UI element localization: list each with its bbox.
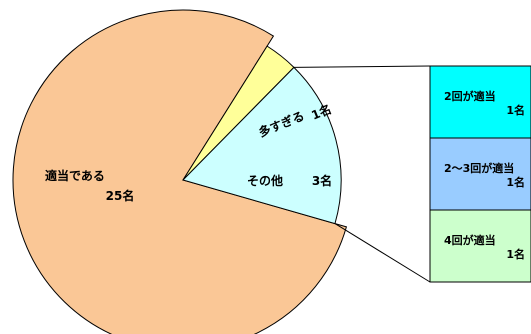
breakdown-4-times — [429, 209, 531, 283]
slice-other — [182, 66, 342, 225]
connector-lines — [293, 65, 431, 283]
label-other: その他 — [247, 173, 283, 188]
value-other: 3名 — [312, 173, 332, 188]
breakdown-2-3-times-label: 2～3回が適当 — [444, 161, 514, 175]
connector-bottom — [334, 223, 431, 283]
breakdown-2-3-times-value: 1名 — [506, 175, 525, 189]
breakdown-2-3-times — [429, 137, 531, 211]
breakdown-4-times-value: 1名 — [506, 247, 525, 261]
breakdown-2-times-label: 2回が適当 — [444, 89, 496, 103]
slice-appropriate — [12, 9, 348, 334]
breakdown-2-times — [429, 65, 531, 139]
breakdown-2-times-value: 1名 — [506, 103, 525, 117]
label-appropriate: 適当である — [45, 168, 105, 183]
breakdown-4-times-label: 4回が適当 — [444, 233, 496, 247]
value-appropriate: 25名 — [106, 188, 135, 203]
value-too-many: 1名 — [309, 101, 333, 123]
connector-top — [293, 65, 431, 68]
